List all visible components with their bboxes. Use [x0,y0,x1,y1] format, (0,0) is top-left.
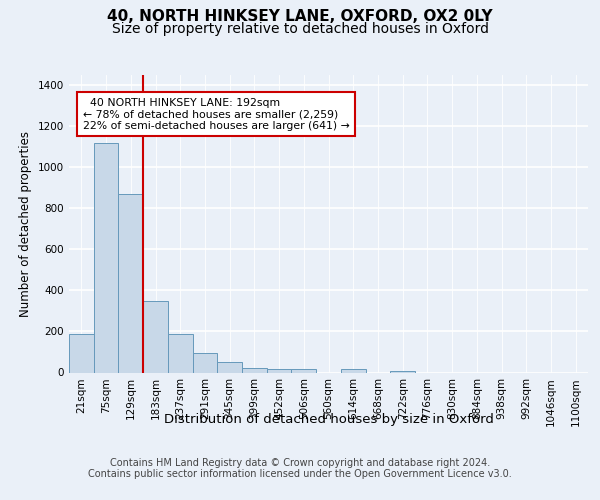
Text: 40, NORTH HINKSEY LANE, OXFORD, OX2 0LY: 40, NORTH HINKSEY LANE, OXFORD, OX2 0LY [107,9,493,24]
Bar [94,142,118,372]
Bar [168,334,193,372]
Bar [292,370,316,372]
Bar [267,370,292,372]
Bar [217,362,242,372]
Text: 40 NORTH HINKSEY LANE: 192sqm
← 78% of detached houses are smaller (2,259)
22% o: 40 NORTH HINKSEY LANE: 192sqm ← 78% of d… [83,98,349,131]
Text: Distribution of detached houses by size in Oxford: Distribution of detached houses by size … [164,412,494,426]
Y-axis label: Number of detached properties: Number of detached properties [19,130,32,317]
Bar [341,370,365,372]
Bar [242,368,267,372]
Bar [69,334,94,372]
Bar [118,194,143,372]
Text: Size of property relative to detached houses in Oxford: Size of property relative to detached ho… [112,22,488,36]
Bar [143,300,168,372]
Bar [193,353,217,372]
Text: Contains HM Land Registry data © Crown copyright and database right 2024.
Contai: Contains HM Land Registry data © Crown c… [88,458,512,479]
